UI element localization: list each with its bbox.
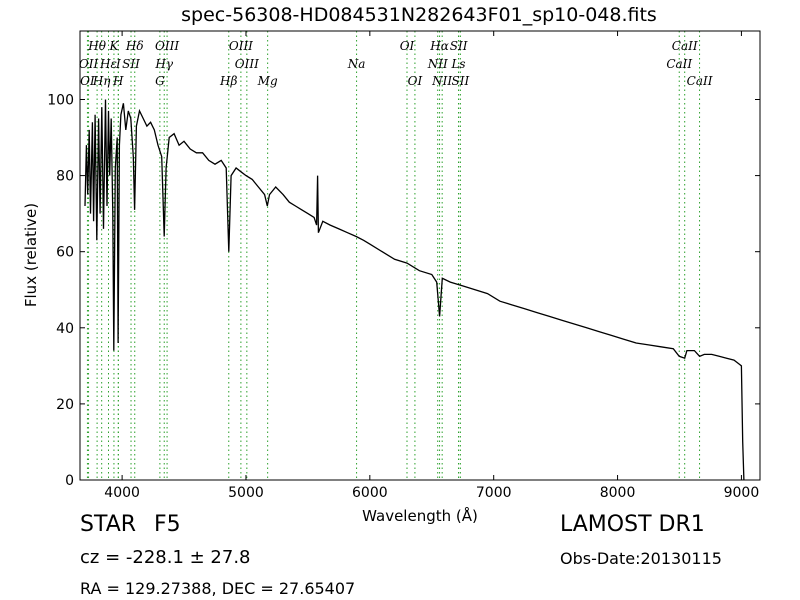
y-tick-label: 0 (65, 473, 74, 489)
line-label: OI (80, 74, 95, 88)
line-label: NII (427, 57, 448, 71)
line-label: SII (122, 57, 140, 71)
x-tick-label: 8000 (600, 485, 636, 501)
object-type: STAR F5 (80, 512, 199, 537)
spectral-subclass: F5 (154, 512, 181, 537)
object-class: STAR (80, 512, 137, 537)
line-label: SII (450, 39, 468, 53)
line-label: OIII (229, 39, 253, 53)
line-label: CaII (687, 74, 713, 88)
line-label: NII (431, 74, 452, 88)
y-tick-label: 40 (56, 321, 74, 337)
redshift-cz: cz = -228.1 ± 27.8 (80, 547, 251, 568)
line-label: Hθ (87, 39, 106, 53)
x-tick-label: 6000 (352, 485, 388, 501)
axis-ticks: 4000 5000 6000 7000 8000 9000 0 20 40 60 80 100 (47, 31, 760, 501)
line-markers (86, 31, 701, 480)
line-label: Mg (257, 74, 278, 88)
y-tick-label: 60 (56, 245, 74, 261)
x-axis-label: Wavelength (Å) (362, 506, 478, 525)
line-label: Hγ (154, 57, 173, 71)
line-label: Ls (450, 57, 465, 71)
line-label: G (155, 74, 165, 88)
line-label: CaII (666, 57, 692, 71)
line-label: OIII (235, 57, 259, 71)
line-label: CaII (672, 39, 698, 53)
line-label: Hβ (219, 74, 237, 88)
y-axis-label: Flux (relative) (22, 203, 40, 307)
line-label: Hδ (125, 39, 144, 53)
y-tick-label: 80 (56, 169, 74, 185)
line-label: OIII (155, 39, 179, 53)
observation-date: Obs-Date:20130115 (560, 549, 722, 568)
line-label: Hα (429, 39, 449, 53)
line-label: Hε (99, 57, 117, 71)
line-label: OII (79, 57, 99, 71)
line-label: Na (347, 57, 366, 71)
spectrum-line (84, 99, 745, 481)
x-tick-label: 7000 (476, 485, 512, 501)
line-label: SII (452, 74, 470, 88)
plot-frame (79, 30, 761, 481)
line-label: I (115, 57, 121, 71)
line-label: OI (400, 39, 415, 53)
survey-name: LAMOST DR1 (560, 512, 705, 537)
coordinates: RA = 129.27388, DEC = 27.65407 (80, 579, 356, 598)
line-label: Hη (92, 74, 111, 88)
chart-title: spec-56308-HD084531N282643F01_sp10-048.f… (181, 4, 657, 26)
line-label: OI (408, 74, 423, 88)
y-tick-label: 20 (56, 397, 74, 413)
line-label: H (112, 74, 124, 88)
x-tick-label: 5000 (228, 485, 264, 501)
line-label: K (108, 39, 119, 53)
y-tick-label: 100 (47, 92, 74, 108)
x-tick-label: 9000 (724, 485, 760, 501)
x-tick-label: 4000 (104, 485, 140, 501)
